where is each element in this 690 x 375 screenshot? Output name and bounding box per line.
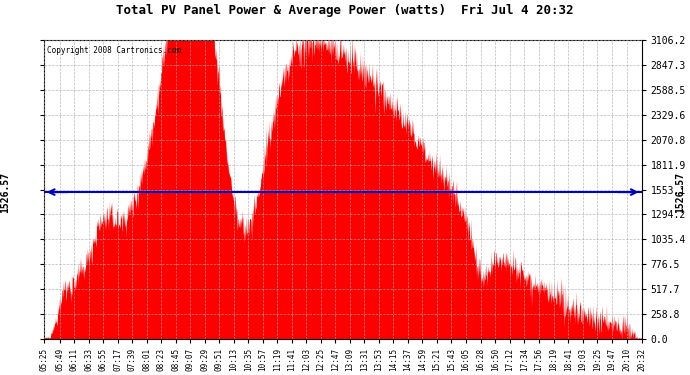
Text: Copyright 2008 Cartronics.com: Copyright 2008 Cartronics.com [47,46,181,56]
Text: 1526.57: 1526.57 [0,171,10,213]
Text: 1526.57: 1526.57 [676,171,685,213]
Text: Total PV Panel Power & Average Power (watts)  Fri Jul 4 20:32: Total PV Panel Power & Average Power (wa… [116,4,574,17]
